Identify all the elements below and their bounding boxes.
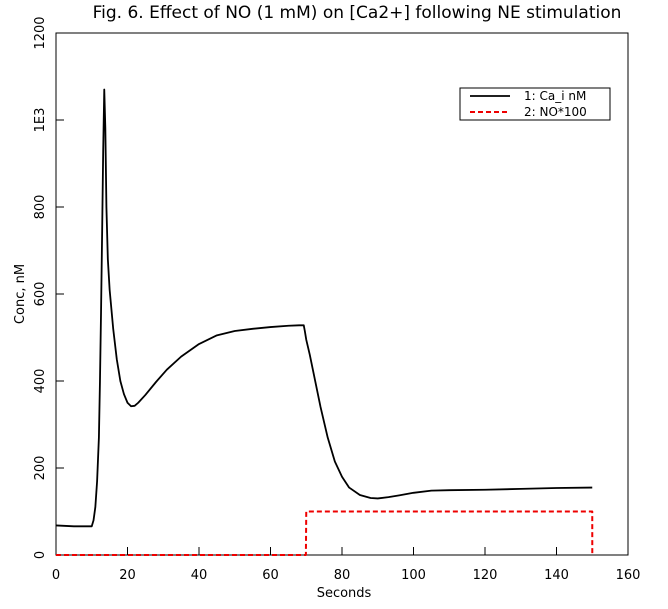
legend: 1: Ca_i nM 2: NO*100 (459, 87, 611, 121)
x-tick-label: 20 (119, 568, 136, 583)
x-tick-label: 160 (616, 568, 641, 583)
y-tick-label: 1E3 (33, 108, 48, 133)
x-tick-label: 120 (473, 568, 498, 583)
x-tick-label: 140 (544, 568, 569, 583)
legend-box (459, 87, 611, 121)
x-tick-label: 60 (262, 568, 279, 583)
legend-label-no: 2: NO*100 (524, 105, 587, 119)
x-tick-label: 40 (191, 568, 208, 583)
y-tick-label: 800 (33, 195, 48, 220)
series-line-0 (55, 88, 593, 528)
legend-label-ca: 1: Ca_i nM (524, 89, 586, 103)
y-tick-label: 600 (33, 282, 48, 307)
x-tick-label: 0 (52, 568, 60, 583)
axis-ticks: 0 20 40 60 80 100 120 140 160 0 200 400 600 800 1E3 120… (33, 16, 640, 583)
y-tick-label: 0 (33, 551, 48, 559)
y-tick-label: 200 (33, 456, 48, 481)
x-tick-label: 80 (334, 568, 351, 583)
series-line-1 (56, 510, 594, 556)
y-tick-label: 400 (33, 369, 48, 394)
y-axis-label: Conc, nM (13, 264, 28, 324)
x-axis-label: Seconds (317, 586, 372, 601)
chart-title: Fig. 6. Effect of NO (1 mM) on [Ca2+] fo… (93, 3, 622, 23)
x-tick-label: 100 (401, 568, 426, 583)
series-layer (55, 88, 594, 556)
y-tick-label: 1200 (33, 16, 48, 49)
